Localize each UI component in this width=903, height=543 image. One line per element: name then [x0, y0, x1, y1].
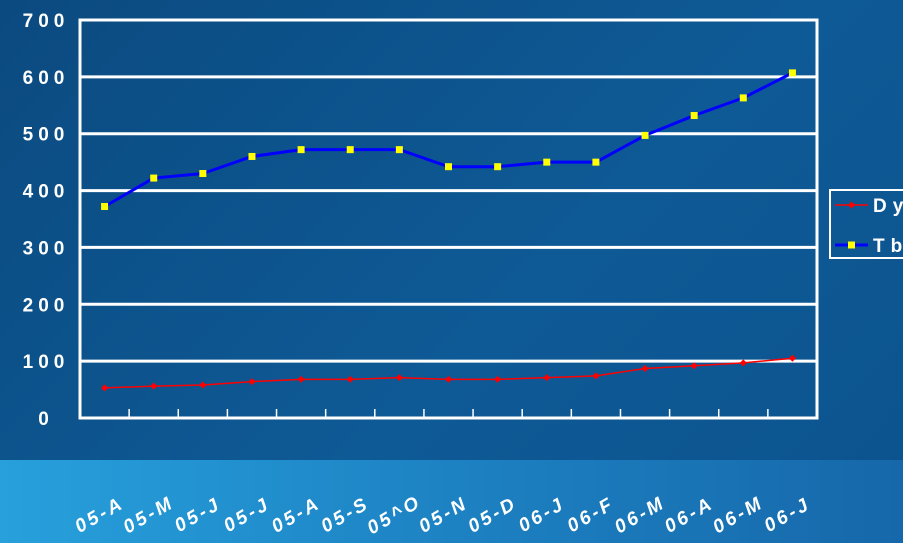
- x-axis-labels: 05-A05-M05-J05-J05-A05-S05^O05-N05-D06-J…: [72, 491, 815, 539]
- data-point-tb: [101, 202, 109, 210]
- data-point-tb: [592, 158, 600, 166]
- y-tick-label: 300: [23, 238, 70, 259]
- data-point-dy: [690, 362, 698, 370]
- x-tick-label: 06-J: [761, 494, 815, 537]
- data-point-tb: [641, 131, 649, 139]
- data-point-tb: [395, 146, 403, 154]
- data-point-tb: [739, 94, 747, 102]
- series-markers: [101, 69, 796, 392]
- data-point-tb: [788, 69, 796, 77]
- y-tick-label: 0: [38, 409, 54, 430]
- data-point-tb: [690, 112, 698, 120]
- x-tick-label: 06-A: [661, 493, 718, 538]
- data-point-tb: [543, 158, 551, 166]
- x-tick-label: 05-A: [268, 493, 325, 538]
- y-tick-label: 100: [23, 352, 70, 373]
- x-tick-label: 05^O: [364, 491, 426, 539]
- data-point-dy: [641, 365, 649, 373]
- data-point-tb: [248, 152, 256, 160]
- data-point-dy: [395, 374, 403, 382]
- x-tick-label: 06-J: [515, 494, 569, 537]
- series-line-dy: [104, 357, 793, 389]
- data-point-dy: [101, 384, 109, 392]
- data-point-tb: [199, 170, 207, 178]
- series-line-tb: [103, 71, 794, 208]
- x-tick-label: 06-M: [611, 492, 669, 538]
- x-tick-label: 05-J: [171, 494, 225, 537]
- x-tick-label: 05-D: [465, 493, 522, 538]
- y-tick-label: 400: [23, 182, 70, 203]
- x-tick-label: 05-M: [120, 492, 178, 538]
- data-point-tb: [150, 174, 158, 182]
- data-point-dy: [199, 381, 207, 389]
- data-point-dy: [739, 359, 747, 367]
- x-axis-ticks: [128, 409, 769, 418]
- data-point-tb: [494, 163, 502, 171]
- series-lines: [103, 71, 794, 389]
- legend-label: Tb: [873, 236, 903, 257]
- legend-swatch-marker: [848, 241, 855, 249]
- data-point-dy: [788, 354, 796, 362]
- legend-box: [829, 189, 903, 259]
- legend: Dy Tb: [829, 189, 903, 259]
- data-point-tb: [297, 146, 305, 154]
- data-point-dy: [150, 382, 158, 390]
- data-point-dy: [543, 374, 551, 382]
- x-tick-label: 05-N: [415, 493, 472, 538]
- y-axis-ticks: 0 100 200 300 400 500 600 700: [23, 11, 70, 430]
- plot-area: [78, 18, 819, 420]
- category-band: [0, 460, 903, 543]
- legend-swatch-marker: [848, 201, 855, 209]
- x-tick-label: 06-F: [564, 493, 619, 537]
- data-point-dy: [248, 378, 256, 386]
- gridlines: [80, 75, 817, 363]
- data-point-dy: [592, 372, 600, 380]
- y-tick-label: 600: [23, 68, 70, 89]
- x-tick-label: 05-A: [72, 493, 129, 538]
- data-point-dy: [445, 375, 452, 383]
- data-point-dy: [346, 375, 354, 383]
- y-tick-label: 500: [23, 125, 70, 146]
- y-tick-label: 200: [23, 295, 70, 316]
- y-tick-label: 700: [23, 11, 70, 32]
- data-point-tb: [346, 146, 354, 154]
- legend-label: Dy: [873, 196, 903, 217]
- data-point-dy: [297, 375, 305, 383]
- x-tick-label: 05-J: [220, 494, 274, 537]
- data-point-tb: [445, 163, 452, 171]
- x-tick-label: 05-S: [318, 493, 374, 537]
- data-point-dy: [494, 375, 502, 383]
- x-tick-label: 06-M: [709, 492, 767, 538]
